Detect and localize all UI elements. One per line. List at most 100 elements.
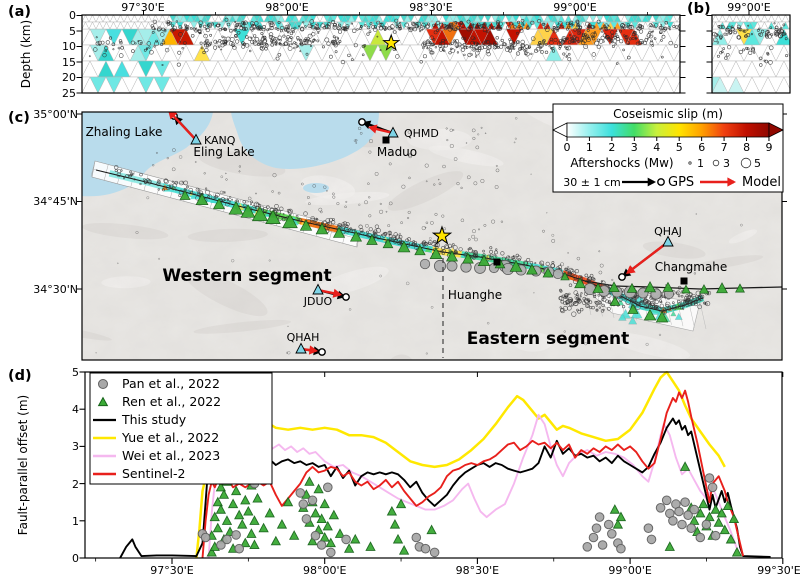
aftershock (483, 223, 487, 227)
aftershock (288, 23, 291, 26)
panel-d-label: (d) (8, 368, 32, 384)
aftershock (161, 64, 164, 67)
pan-point (594, 512, 605, 522)
aftershock (253, 41, 258, 46)
aftershock (598, 38, 604, 44)
aftershock (598, 250, 601, 253)
aftershock (425, 352, 428, 355)
aftershock (298, 218, 302, 222)
aftershock (562, 38, 568, 43)
aftershock (331, 220, 336, 225)
aftershock (171, 24, 175, 28)
offset-triangle-ren (212, 197, 226, 210)
aftershock (245, 200, 249, 204)
gps-circle-qhaj (618, 273, 626, 281)
aftershock (577, 309, 581, 314)
fault-trace-main (95, 169, 704, 312)
aftershock (485, 30, 489, 34)
aftershock (495, 248, 498, 251)
aftershock (579, 39, 583, 43)
aftershock (282, 212, 285, 215)
aftershock (344, 205, 347, 209)
aftershock (477, 24, 480, 27)
gps-scale-label: 30 ± 1 cm (563, 176, 620, 189)
model-arrow-kanq (168, 112, 178, 120)
aftershock (309, 19, 315, 24)
aftershock (308, 202, 311, 206)
aftershock (520, 43, 525, 48)
aftershock (336, 25, 342, 31)
aftershock (156, 181, 161, 187)
aftershock (287, 46, 293, 51)
aftershock (412, 27, 417, 32)
aftershock (231, 259, 235, 263)
aftershock (602, 308, 605, 312)
aftershock (426, 40, 429, 43)
aftershock (577, 297, 581, 301)
panel-a-label: (a) (8, 4, 31, 20)
legend-pan-label: Pan et al., 2022 (122, 376, 220, 391)
aftershock (438, 28, 441, 31)
aftershock (290, 42, 294, 46)
east-slip-patch (628, 316, 638, 325)
aftershock (209, 33, 213, 37)
panel-d-xtick: 98°00'E (303, 564, 347, 577)
aftershock (255, 202, 261, 207)
mesh-cell (783, 44, 790, 58)
aftershock (567, 52, 571, 56)
aftershock (508, 21, 513, 26)
aftershock (591, 52, 596, 57)
aftershock (277, 191, 281, 195)
aftershock (408, 27, 413, 33)
aftershock (169, 185, 172, 187)
gps-arrow (647, 177, 656, 187)
aftershock (700, 294, 705, 299)
aftershock (438, 182, 442, 186)
aftershock (307, 33, 313, 39)
ren-point (240, 494, 251, 505)
aftershock (98, 43, 101, 46)
aftershock (241, 21, 245, 25)
aftershock (690, 300, 696, 306)
pan-point (704, 473, 715, 483)
aftershock (421, 42, 427, 48)
aftershock (578, 298, 581, 301)
aftershock (104, 49, 107, 53)
east-slip-patch (670, 310, 677, 317)
aftershock (409, 241, 414, 246)
aftershock (178, 155, 183, 159)
ren-point (325, 537, 336, 548)
aftershock (769, 26, 773, 30)
aftershock (610, 30, 615, 35)
offset-triangle-ren (716, 282, 728, 294)
aftershock (348, 308, 352, 311)
aftershock (526, 27, 529, 30)
pan-point (655, 503, 666, 513)
aftershock (657, 307, 663, 312)
aftershock (165, 185, 171, 190)
legend-wei-label: Wei et al., 2023 (122, 448, 220, 463)
aftershock (442, 164, 446, 169)
aftershock (474, 237, 478, 242)
aftershock (444, 24, 447, 27)
aftershock (313, 38, 316, 41)
pan-point (661, 495, 672, 506)
aftershock (460, 44, 465, 49)
aftershock (578, 31, 581, 34)
aftershock (232, 45, 237, 50)
aftershock (251, 29, 254, 32)
aftershock (263, 38, 268, 43)
aftershock (287, 43, 291, 47)
aftershock (718, 34, 724, 39)
aftershock (334, 40, 337, 43)
model-legend-label: Model (742, 175, 781, 190)
aftershock (583, 44, 588, 49)
aftershock (471, 250, 475, 254)
aftershock (658, 30, 663, 35)
aftershock (277, 52, 282, 57)
aftershock (599, 27, 602, 31)
aftershock (600, 35, 605, 41)
aftershock (284, 26, 289, 32)
aftershock (412, 22, 416, 26)
